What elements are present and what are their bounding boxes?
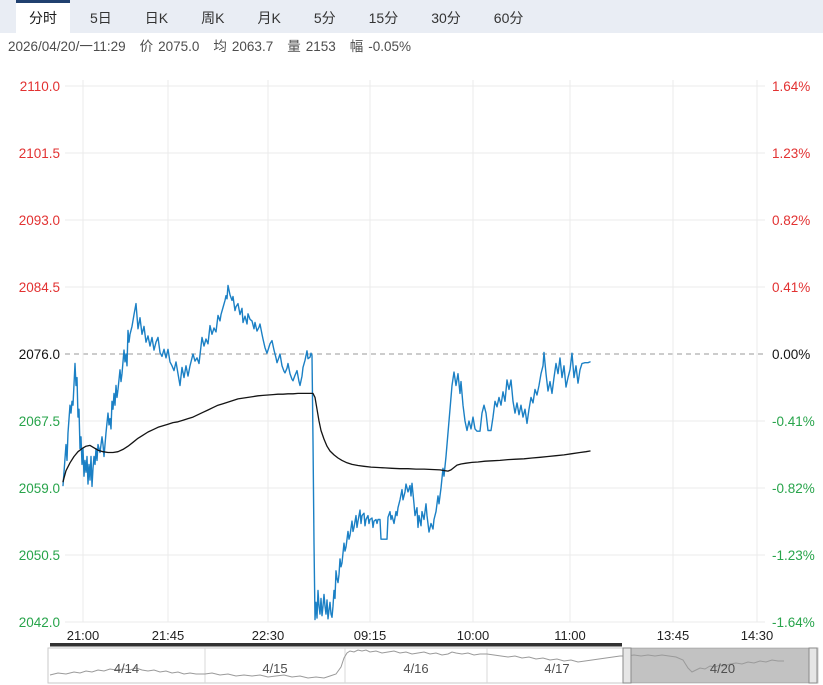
quote-volume: 量 2153 — [287, 38, 336, 54]
price-tick-label: 2067.5 — [19, 414, 60, 429]
percent-tick-label: -0.41% — [772, 414, 815, 429]
period-tabbar: 分时 5日 日K 周K 月K 5分 15分 30分 60分 — [0, 0, 823, 33]
price-tick-label: 2059.0 — [19, 481, 60, 496]
percent-tick-label: 0.41% — [772, 280, 810, 295]
tab-weekly-k[interactable]: 周K — [201, 10, 225, 26]
tab-monthly-k[interactable]: 月K — [257, 10, 281, 26]
time-tick-label: 21:45 — [152, 628, 185, 643]
navigator-right-handle[interactable] — [808, 647, 818, 684]
price-tick-label: 2084.5 — [19, 280, 60, 295]
percent-tick-label: 0.00% — [772, 347, 810, 362]
time-tick-label: 22:30 — [252, 628, 285, 643]
quote-change: 幅 -0.05% — [349, 38, 412, 54]
average-line — [62, 392, 591, 483]
time-tick-label: 11:00 — [554, 628, 586, 643]
tab-daily-k[interactable]: 日K — [144, 10, 169, 26]
series-layer — [62, 284, 591, 621]
quote-bar: 2026/04/20/一11:29 价 2075.0 均 2063.7 量 2153 … — [0, 33, 823, 56]
quote-datetime: 2026/04/20/一11:29 — [8, 38, 126, 54]
tab-30min[interactable]: 30分 — [431, 10, 461, 26]
price-tick-label: 2076.0 — [19, 347, 60, 362]
percent-tick-label: -1.64% — [772, 615, 815, 630]
percent-tick-label: 1.64% — [772, 79, 810, 94]
time-tick-label: 13:45 — [657, 628, 690, 643]
navigator-date-label: 4/16 — [403, 661, 428, 676]
quote-change-value: -0.05% — [368, 38, 412, 54]
navigator-date-label: 4/14 — [114, 661, 139, 676]
price-line — [62, 284, 591, 621]
time-tick-label: 09:15 — [354, 628, 387, 643]
data-extent-bar — [50, 643, 622, 647]
time-tick-label: 10:00 — [457, 628, 490, 643]
navigator-date-label: 4/20 — [710, 661, 735, 676]
navigator-left-handle[interactable] — [622, 647, 632, 684]
price-tick-label: 2110.0 — [20, 79, 60, 94]
percent-tick-label: 0.82% — [772, 213, 810, 228]
navigator-date-label: 4/15 — [262, 661, 287, 676]
price-tick-label: 2050.5 — [19, 548, 60, 563]
quote-average-value: 2063.7 — [231, 38, 274, 54]
percent-tick-label: 1.23% — [772, 146, 810, 161]
axis-layer: 2110.0 1.64% 2101.5 1.23% 2093.0 0.82% 2084.5 0… — [19, 79, 815, 643]
tab-5day[interactable]: 5日 — [90, 10, 112, 26]
navigator-date-label: 4/17 — [544, 661, 569, 676]
price-tick-label: 2101.5 — [19, 146, 60, 161]
price-tick-label: 2042.0 — [19, 615, 60, 630]
time-tick-label: 21:00 — [67, 628, 100, 643]
quote-average: 均 2063.7 — [213, 38, 274, 54]
intraday-chart: 2110.0 1.64% 2101.5 1.23% 2093.0 0.82% 2084.5 0… — [19, 79, 819, 684]
price-tick-label: 2093.0 — [19, 213, 60, 228]
date-navigator: 4/14 4/15 4/16 4/17 4/20 — [47, 643, 819, 684]
tab-60min[interactable]: 60分 — [493, 10, 524, 26]
tab-timeshare[interactable]: 分时 — [16, 0, 70, 33]
quote-price-value: 2075.0 — [158, 38, 200, 54]
time-tick-label: 14:30 — [741, 628, 774, 643]
percent-tick-label: -1.23% — [772, 548, 815, 563]
tab-15min[interactable]: 15分 — [368, 10, 399, 26]
quote-price: 价 2075.0 — [139, 38, 200, 54]
plot-area[interactable] — [65, 80, 765, 622]
quote-volume-value: 2153 — [305, 38, 336, 54]
tab-5min[interactable]: 5分 — [313, 10, 336, 26]
grid-layer — [65, 80, 765, 623]
navigator-mini-line — [49, 649, 784, 679]
percent-tick-label: -0.82% — [772, 481, 815, 496]
